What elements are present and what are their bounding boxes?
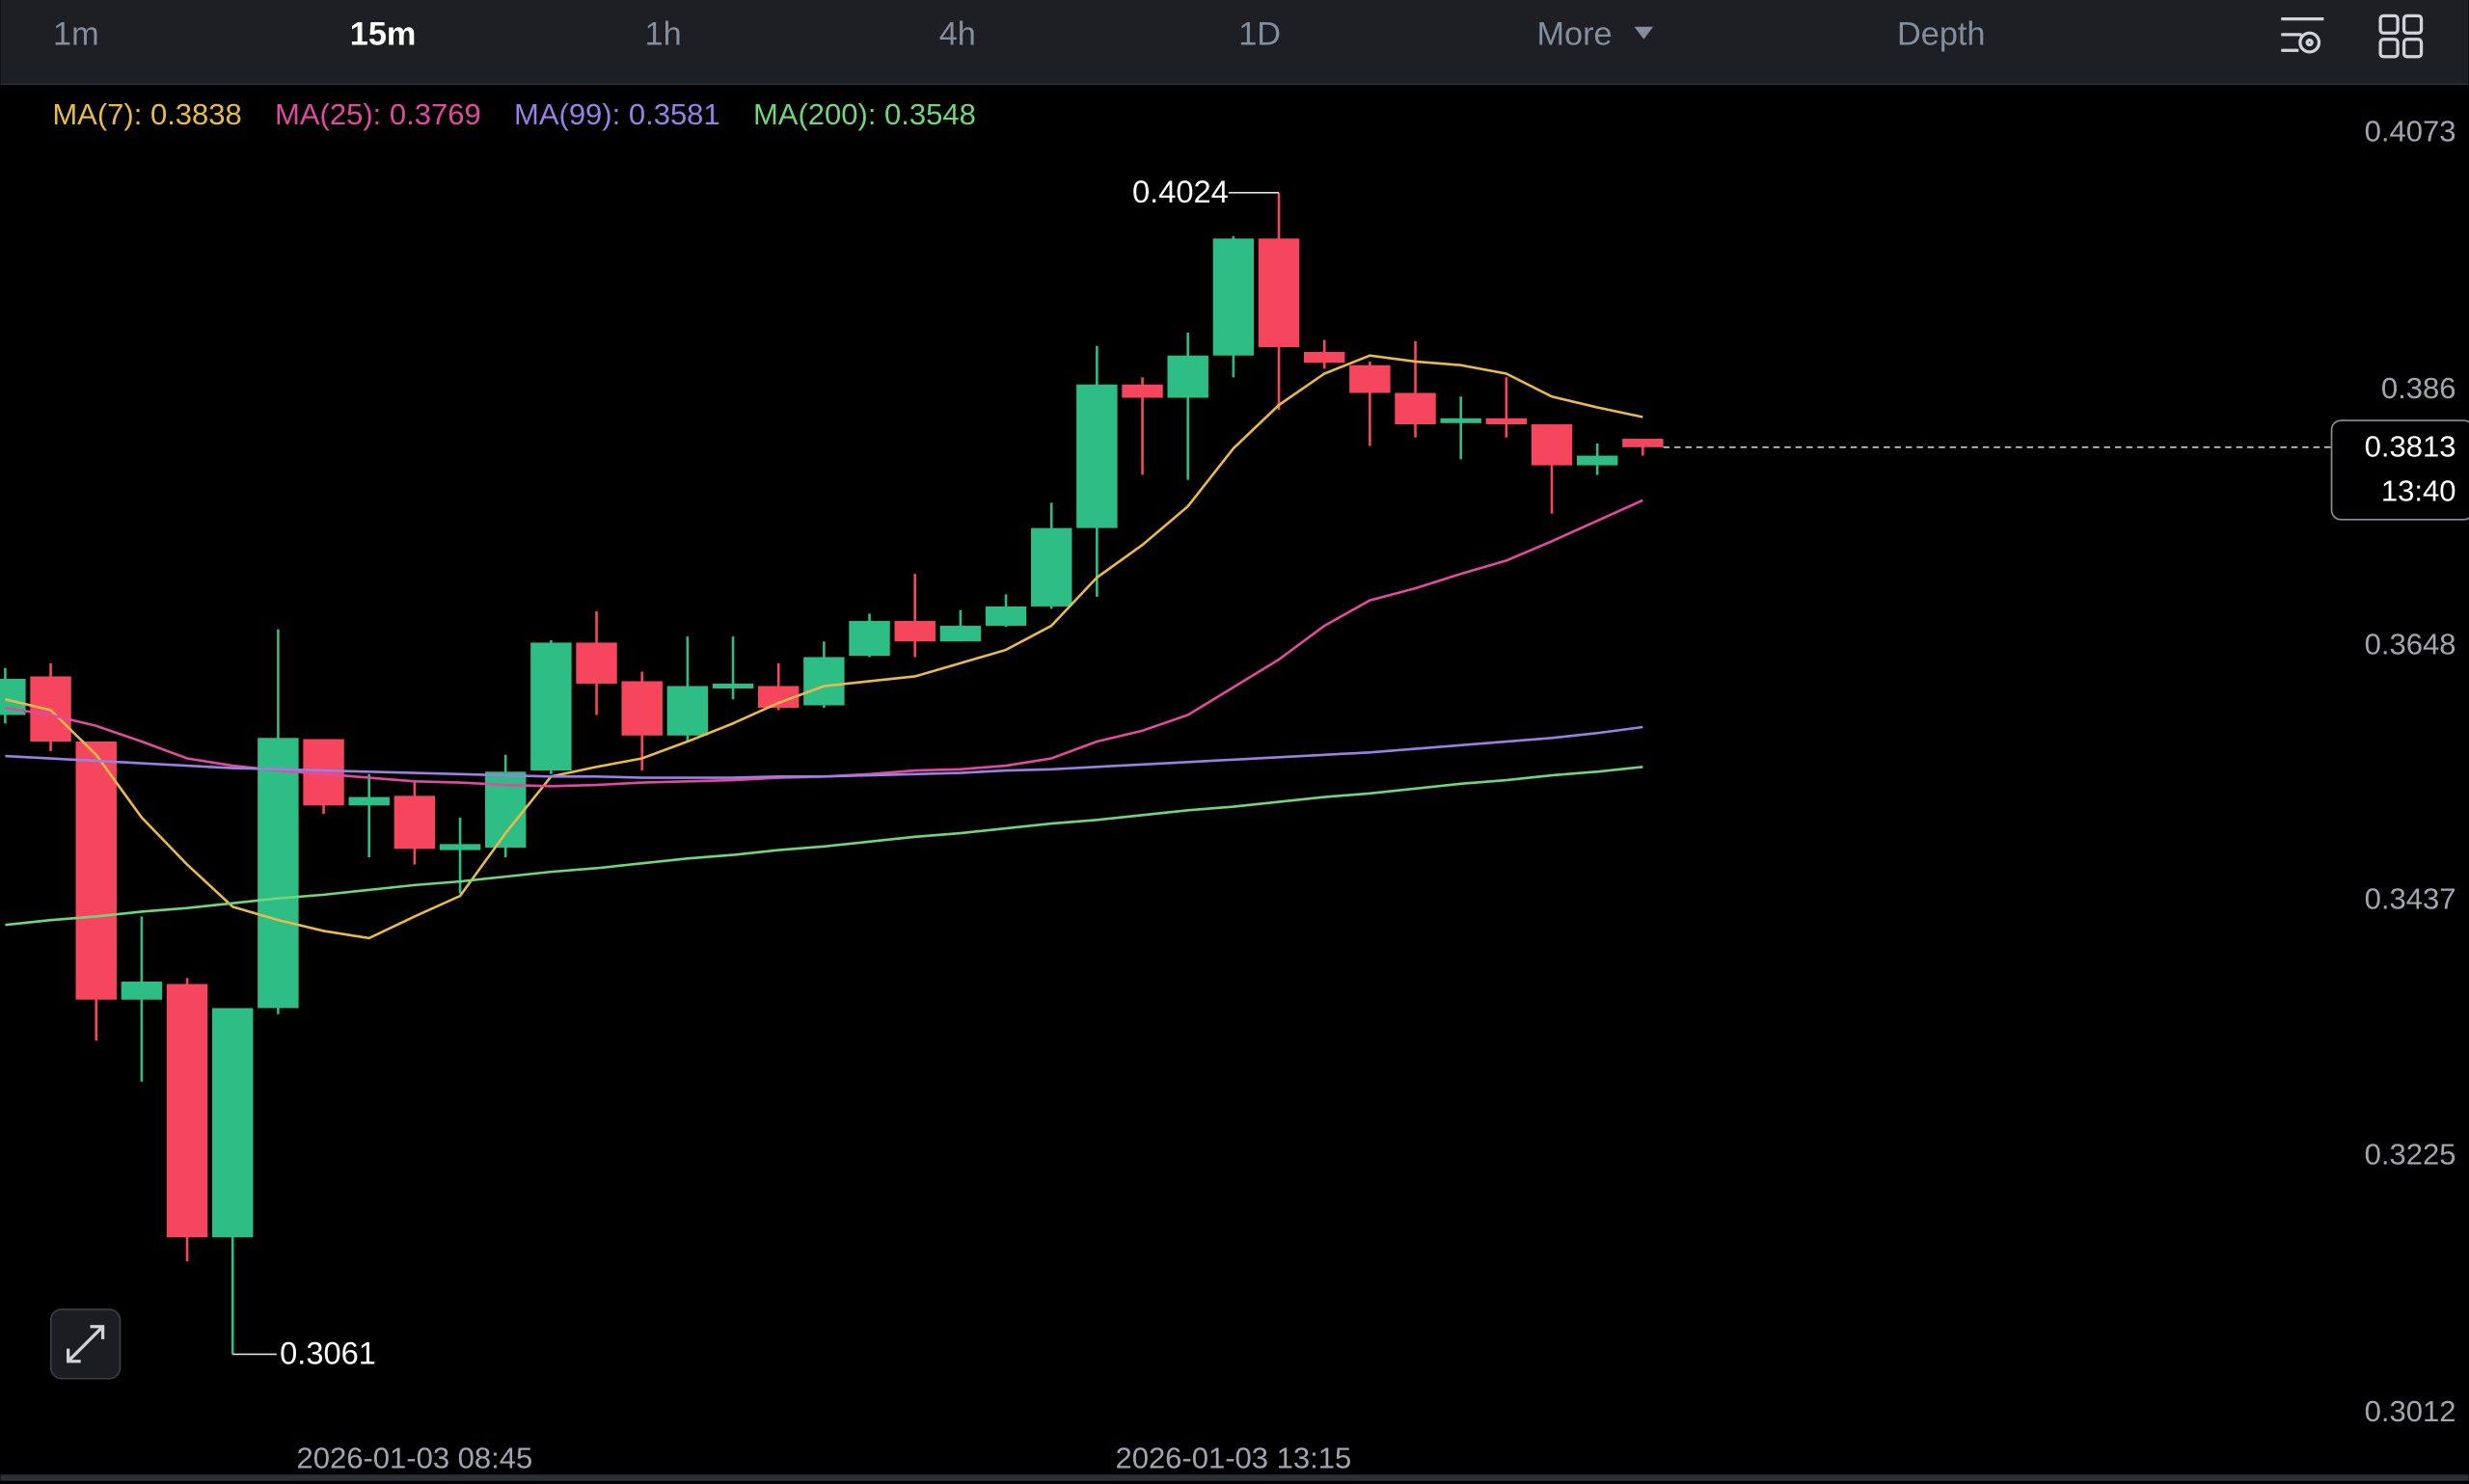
x-tick-label: 2026-01-03 08:45 — [296, 1442, 532, 1475]
candles — [0, 192, 1664, 1355]
candle-body — [1485, 418, 1528, 425]
legend-entry: MA(7): 0.3838 — [52, 97, 241, 131]
candle-body — [75, 742, 117, 1000]
candle-body — [576, 642, 617, 684]
timeframe-tab[interactable]: 4h — [939, 16, 976, 53]
last-price-box — [2330, 419, 2469, 521]
candle-body — [1531, 424, 1573, 466]
candle-body — [211, 1008, 254, 1238]
candle-body — [1030, 527, 1072, 607]
candle-body — [894, 620, 936, 642]
candle-body — [1395, 392, 1436, 425]
x-tick-label: 2026-01-03 13:15 — [1115, 1442, 1351, 1475]
candle-body — [712, 683, 754, 688]
candle-body — [348, 796, 390, 806]
y-tick-label: 0.3648 — [2365, 627, 2456, 661]
candle-body — [803, 657, 845, 706]
y-tick-label: 0.386 — [2381, 371, 2456, 405]
candle-body — [1576, 455, 1618, 466]
candle-body — [1440, 418, 1481, 423]
timeframe-tab[interactable]: 1h — [645, 16, 682, 53]
legend-entry: MA(25): 0.3769 — [275, 97, 481, 131]
timeframe-tab[interactable]: More — [1536, 16, 1612, 53]
candle-body — [1122, 384, 1163, 398]
legend-entry: MA(99): 0.3581 — [514, 97, 720, 131]
candle-body — [439, 844, 481, 850]
candle-body — [258, 738, 299, 1009]
timeframe-tab[interactable]: 15m — [350, 16, 417, 53]
candle-body — [121, 981, 163, 1000]
candle-body — [1212, 238, 1255, 356]
candle-body — [530, 642, 572, 771]
y-tick-label: 0.3437 — [2365, 881, 2456, 915]
countdown: 13:40 — [2381, 473, 2456, 507]
candle-body — [166, 984, 208, 1238]
ma-line — [5, 765, 1643, 927]
ma-line — [5, 354, 1643, 940]
candle-body — [1349, 364, 1391, 393]
candle-body — [1303, 351, 1345, 364]
candle-body — [849, 620, 890, 657]
chart-settings-icon[interactable] — [2281, 16, 2324, 54]
candle-body — [939, 625, 982, 642]
candle-body — [1622, 439, 1664, 447]
y-tick-label: 0.3225 — [2365, 1138, 2456, 1172]
candle-body — [985, 606, 1027, 626]
high-label: 0.4024 — [1132, 174, 1229, 209]
ma-line — [5, 725, 1643, 779]
candle-body — [1167, 355, 1208, 398]
low-label: 0.3061 — [280, 1336, 376, 1371]
timeframe-tab[interactable]: 1D — [1238, 16, 1281, 53]
timeframe-tab[interactable]: 1m — [53, 16, 99, 53]
toolbar — [0, 0, 2469, 84]
timeframe-tab[interactable]: Depth — [1897, 16, 1985, 53]
legend-entry: MA(200): 0.3548 — [753, 97, 976, 131]
last-price: 0.3813 — [2365, 430, 2456, 464]
candle-body — [1258, 238, 1300, 347]
candle-body — [621, 681, 663, 736]
y-tick-label: 0.3012 — [2365, 1394, 2456, 1428]
candle-body — [666, 686, 709, 736]
candle-body — [1076, 384, 1118, 528]
candle-body — [393, 796, 436, 850]
dropdown-arrow — [1634, 26, 1654, 40]
y-tick-label: 0.4073 — [2365, 115, 2456, 148]
layout-icon[interactable] — [2378, 13, 2424, 59]
expand-button[interactable] — [49, 1309, 122, 1380]
candle-body — [757, 686, 800, 708]
